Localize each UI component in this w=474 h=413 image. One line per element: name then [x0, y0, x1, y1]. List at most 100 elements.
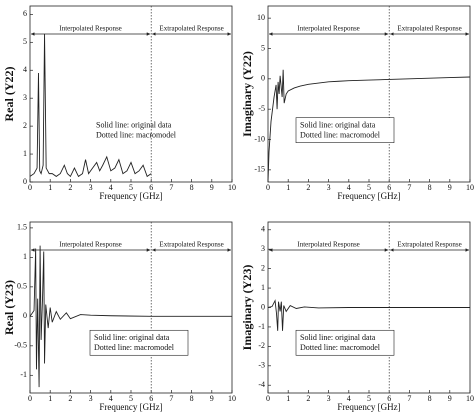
x-tick-label: 0: [266, 183, 270, 192]
x-tick-label: 7: [407, 183, 411, 192]
x-tick-label: 10: [228, 183, 236, 192]
data-line: [267, 69, 471, 183]
y-tick-label: 1: [23, 149, 27, 158]
x-tick-label: 6: [387, 394, 391, 403]
data-line: [267, 299, 470, 331]
region-label: Extrapolated Response: [159, 25, 223, 33]
x-tick-label: 8: [428, 394, 432, 403]
y-tick-label: -15: [254, 165, 265, 174]
x-tick-label: 2: [306, 394, 310, 403]
y-tick-label: 10: [257, 13, 265, 22]
y-tick-label: -1: [20, 370, 27, 379]
y-tick-label: -0.5: [14, 341, 27, 350]
x-tick-label: 4: [109, 394, 113, 403]
x-tick-label: 8: [428, 183, 432, 192]
y-tick-label: 1: [23, 252, 27, 261]
note: Dotted line: macromodel: [300, 131, 381, 140]
x-tick-label: 9: [448, 394, 452, 403]
y-axis-label: Imaginary (Y23): [240, 265, 254, 351]
panel: 0 1 2 3 4 5 6 7 8 9 10 -1 -0.5 0 0.5 1 1.5 Frequency [GHz…: [2, 221, 236, 412]
y-tick-label: 2: [261, 263, 265, 272]
y-tick-label: 4: [23, 65, 27, 74]
y-tick-label: 3: [261, 244, 265, 253]
x-tick-label: 5: [367, 394, 371, 403]
panel: 0 1 2 3 4 5 6 7 8 9 10 -15 -10 -5 0 5 10 Frequency [GHz] I…: [240, 5, 474, 201]
region-label: Interpolated Response: [59, 25, 121, 33]
x-tick-label: 1: [48, 183, 52, 192]
note: Dotted line: macromodel: [300, 343, 381, 352]
y-tick-label: -4: [258, 380, 265, 389]
x-tick-label: 4: [347, 394, 351, 403]
note: Dotted line: macromodel: [94, 343, 175, 352]
x-tick-label: 10: [466, 394, 474, 403]
y-tick-label: 0: [261, 74, 265, 83]
y-tick-label: -5: [258, 104, 265, 113]
x-tick-label: 10: [466, 183, 474, 192]
y-tick-label: -1: [258, 322, 265, 331]
y-tick-label: 0: [23, 177, 27, 186]
y-tick-label: 2: [23, 121, 27, 130]
region-label: Extrapolated Response: [397, 25, 461, 33]
x-tick-label: 2: [306, 183, 310, 192]
x-tick-label: 0: [266, 394, 270, 403]
data-line: [29, 33, 152, 178]
y-tick-label: 5: [23, 37, 27, 46]
y-tick-label: 1.5: [17, 223, 27, 232]
x-tick-label: 4: [347, 183, 351, 192]
x-tick-label: 10: [228, 394, 236, 403]
x-tick-label: 7: [169, 394, 173, 403]
note: Solid line: original data: [94, 333, 170, 342]
region-label: Interpolated Response: [297, 25, 359, 33]
y-tick-label: -2: [258, 341, 265, 350]
x-tick-label: 4: [109, 183, 113, 192]
region-label: Extrapolated Response: [397, 241, 461, 249]
x-tick-label: 6: [149, 394, 153, 403]
x-tick-label: 1: [286, 183, 290, 192]
y-tick-label: 5: [261, 43, 265, 52]
x-tick-label: 2: [68, 394, 72, 403]
x-tick-label: 3: [89, 183, 93, 192]
x-tick-label: 9: [210, 183, 214, 192]
x-tick-label: 5: [129, 394, 133, 403]
note-box: [89, 329, 189, 356]
y-axis-label: Imaginary (Y22): [240, 51, 254, 137]
y-tick-label: 3: [23, 93, 27, 102]
y-tick-label: 1: [261, 283, 265, 292]
x-tick-label: 5: [367, 183, 371, 192]
x-tick-label: 5: [129, 183, 133, 192]
x-tick-label: 3: [327, 394, 331, 403]
x-tick-label: 9: [448, 183, 452, 192]
note: Solid line: original data: [96, 121, 172, 130]
x-tick-label: 0: [28, 394, 32, 403]
y-axis-label: Real (Y22): [2, 67, 16, 122]
y-axis-label: Real (Y23): [2, 280, 16, 335]
x-tick-label: 3: [89, 394, 93, 403]
x-tick-label: 7: [407, 394, 411, 403]
region-label: Extrapolated Response: [159, 241, 223, 249]
note: Dotted line: macromodel: [96, 131, 177, 140]
x-tick-label: 8: [190, 183, 194, 192]
x-tick-label: 9: [210, 394, 214, 403]
x-tick-label: 2: [68, 183, 72, 192]
x-tick-label: 1: [286, 394, 290, 403]
x-tick-label: 3: [327, 183, 331, 192]
x-tick-label: 6: [149, 183, 153, 192]
y-tick-label: -3: [258, 361, 265, 370]
y-tick-label: 0: [261, 302, 265, 311]
y-tick-label: 4: [261, 225, 265, 234]
y-tick-label: 0: [23, 311, 27, 320]
region-label: Interpolated Response: [297, 241, 359, 249]
note: Solid line: original data: [300, 121, 376, 130]
x-tick-label: 8: [190, 394, 194, 403]
x-axis-label: Frequency [GHz]: [99, 402, 162, 412]
x-tick-label: 6: [387, 183, 391, 192]
x-tick-label: 1: [48, 394, 52, 403]
y-tick-label: 0.5: [17, 282, 27, 291]
y-tick-label: -10: [254, 134, 265, 143]
x-tick-label: 7: [169, 183, 173, 192]
region-label: Interpolated Response: [59, 241, 121, 249]
